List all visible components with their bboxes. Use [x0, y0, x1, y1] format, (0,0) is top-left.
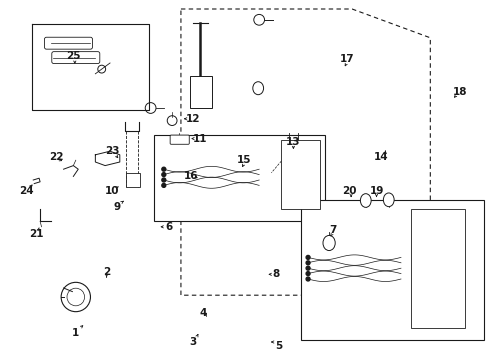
Text: 15: 15 — [237, 155, 251, 165]
Circle shape — [305, 277, 309, 281]
Circle shape — [162, 178, 165, 182]
Polygon shape — [32, 24, 149, 110]
Bar — [126, 173, 140, 187]
Bar — [281, 140, 320, 209]
Text: 23: 23 — [105, 146, 120, 156]
Circle shape — [305, 266, 309, 270]
Text: 8: 8 — [272, 269, 279, 279]
Ellipse shape — [252, 82, 263, 95]
Text: 11: 11 — [193, 134, 207, 144]
Text: 21: 21 — [29, 229, 44, 239]
Bar — [154, 135, 325, 221]
Bar — [189, 76, 211, 108]
Bar — [410, 209, 464, 328]
Bar — [300, 200, 483, 340]
Text: 6: 6 — [165, 222, 172, 232]
Text: 20: 20 — [342, 186, 356, 196]
Ellipse shape — [383, 193, 393, 207]
FancyBboxPatch shape — [170, 135, 189, 144]
Text: 2: 2 — [103, 267, 110, 277]
Text: 7: 7 — [328, 225, 336, 235]
Ellipse shape — [323, 235, 335, 251]
Circle shape — [305, 272, 309, 275]
Text: 18: 18 — [451, 87, 466, 97]
Text: 25: 25 — [66, 51, 81, 61]
Circle shape — [162, 167, 165, 171]
Circle shape — [305, 256, 309, 259]
Text: 12: 12 — [185, 114, 200, 124]
Text: 5: 5 — [275, 341, 282, 351]
Text: 24: 24 — [20, 186, 34, 196]
Ellipse shape — [360, 194, 370, 207]
Circle shape — [162, 173, 165, 176]
Text: 14: 14 — [373, 152, 388, 162]
Text: 3: 3 — [189, 337, 196, 347]
Circle shape — [305, 261, 309, 265]
Text: 22: 22 — [49, 152, 63, 162]
Text: 4: 4 — [199, 308, 206, 318]
Text: 17: 17 — [339, 54, 354, 64]
Text: 9: 9 — [114, 202, 121, 212]
Text: 1: 1 — [72, 328, 79, 338]
Text: 16: 16 — [183, 171, 198, 181]
Text: 19: 19 — [368, 186, 383, 196]
Circle shape — [162, 184, 165, 187]
Text: 13: 13 — [285, 137, 300, 147]
Text: 10: 10 — [105, 186, 120, 196]
